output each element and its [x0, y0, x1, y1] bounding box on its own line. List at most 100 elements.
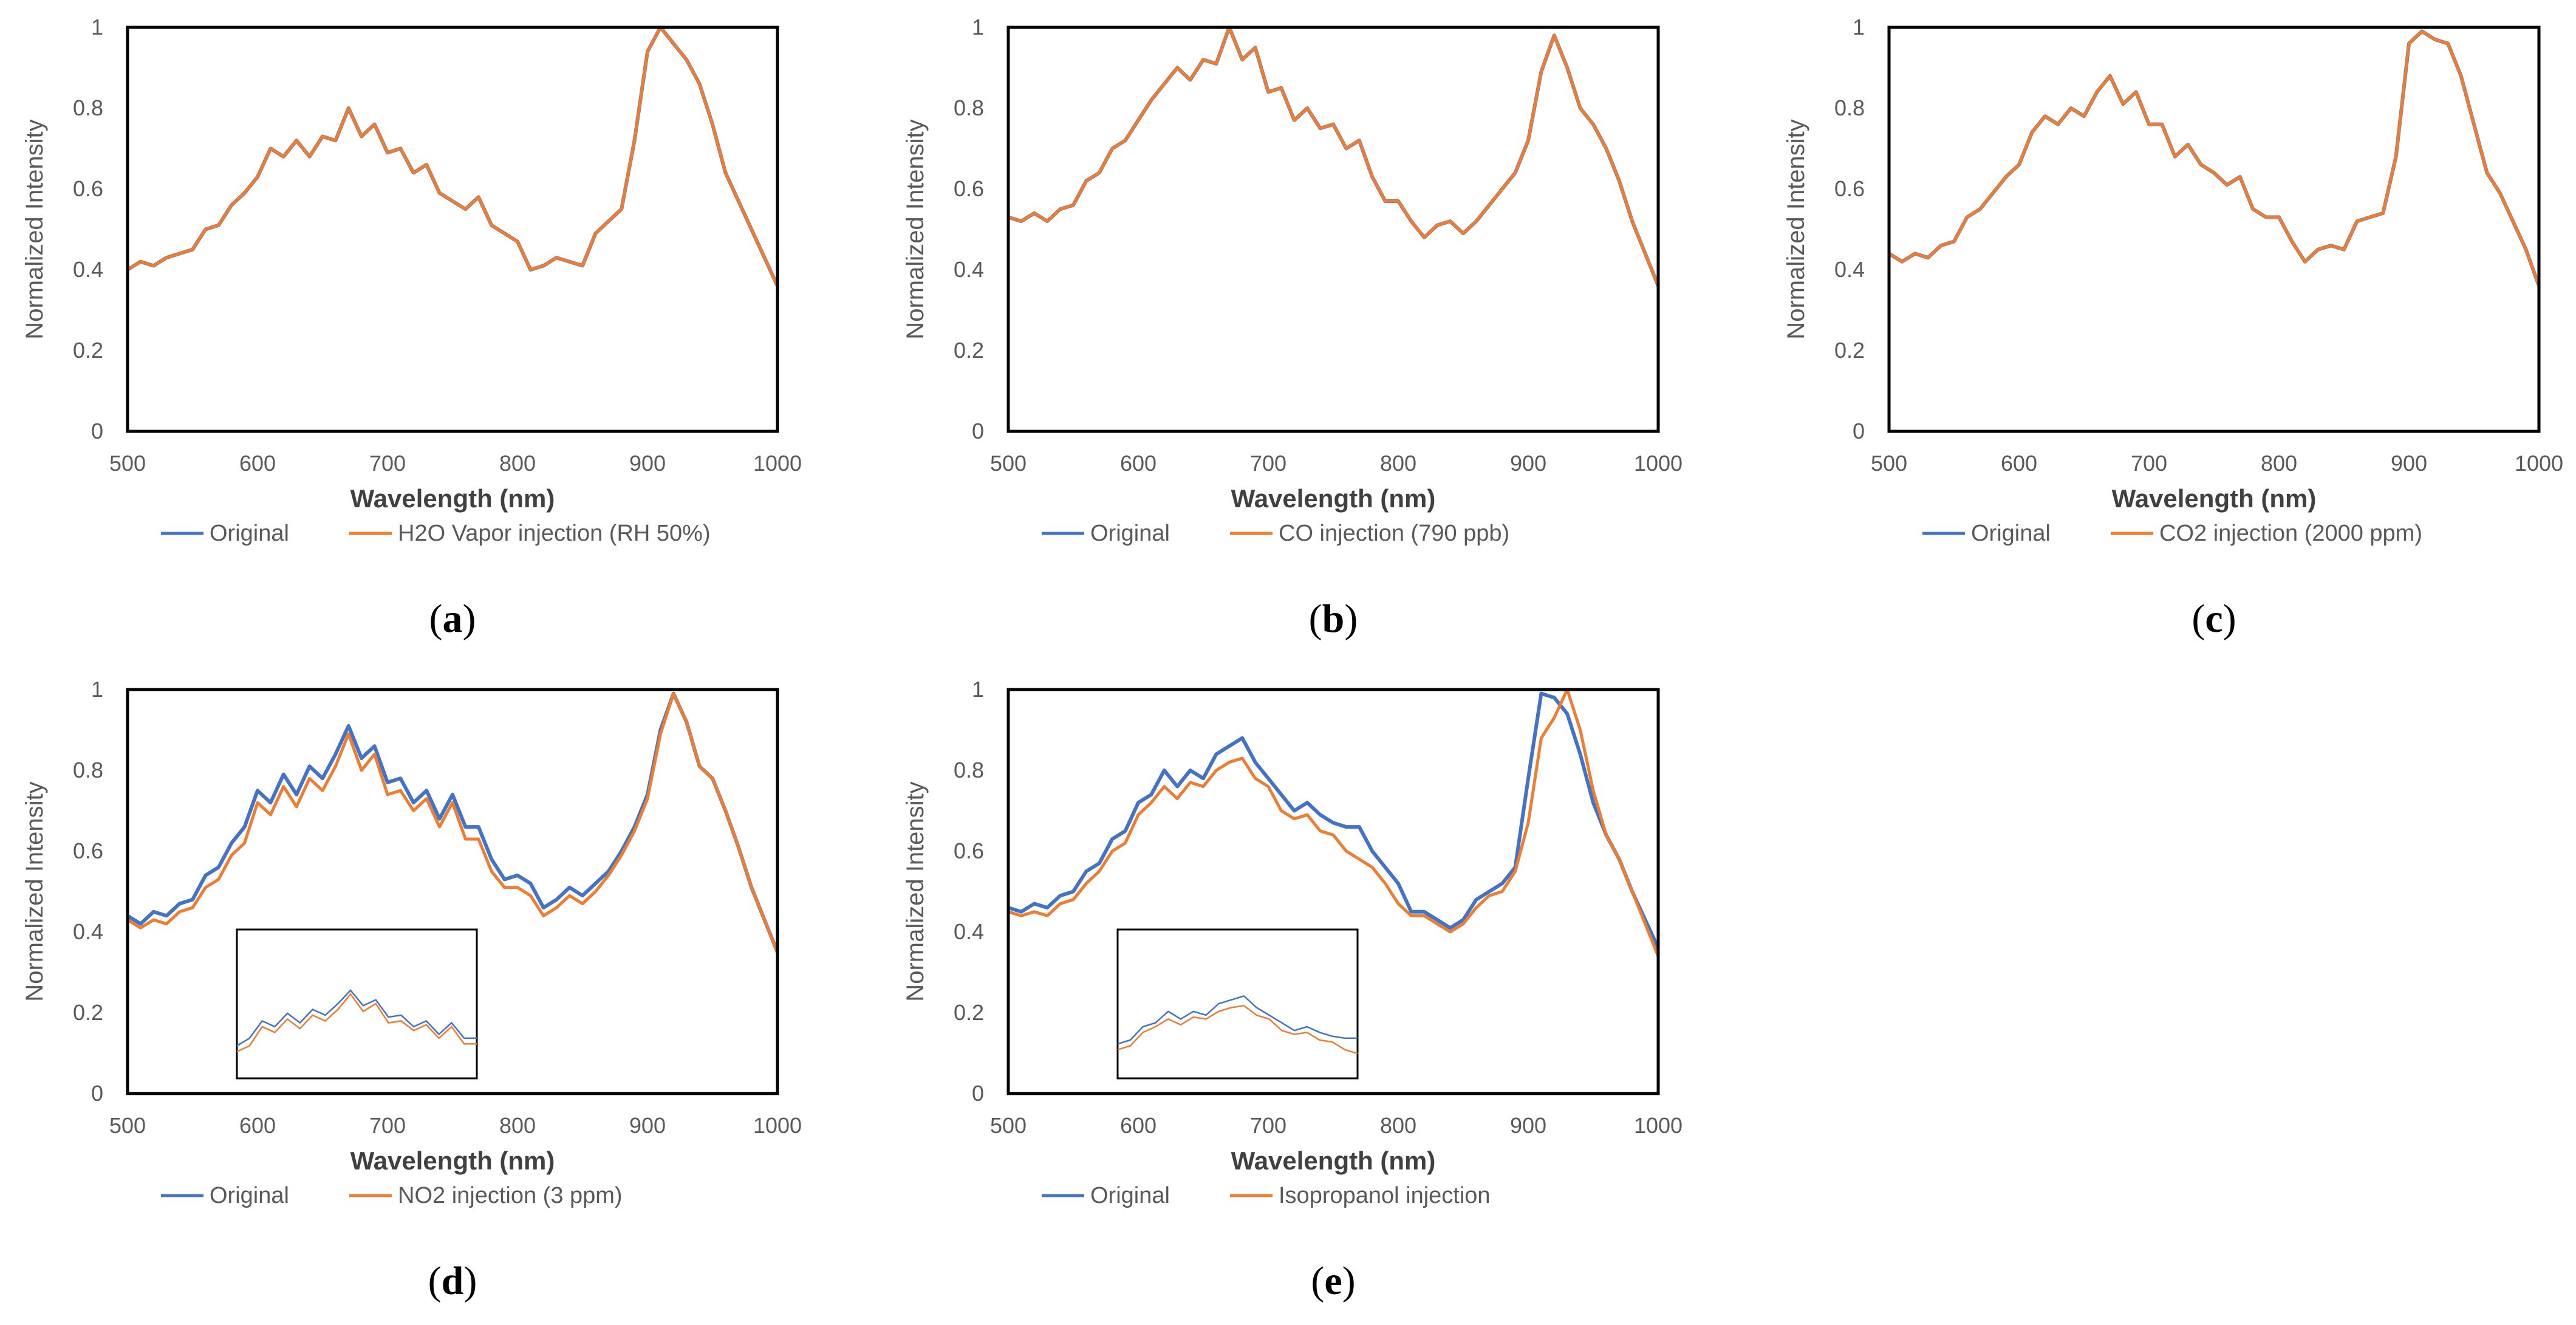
series-line-injection — [126, 692, 779, 953]
legend-label-injection: CO injection (790 ppb) — [1279, 521, 1509, 546]
y-tick-label: 0.2 — [73, 1000, 103, 1025]
plot-frame — [1006, 26, 1660, 433]
x-tick-label: 1000 — [753, 1113, 802, 1138]
chart-panel-a: 0 0.2 0.4 0.6 0.8 1 500 600 700 800 900 1000 Normali… — [21, 15, 802, 641]
x-tick-label: 600 — [239, 451, 276, 476]
x-tick-label: 700 — [1250, 451, 1286, 476]
y-tick-label: 0.4 — [73, 919, 103, 944]
x-tick-label: 1000 — [1634, 1113, 1683, 1138]
inset-line-original — [236, 989, 477, 1047]
inset-line-injection — [1117, 1004, 1358, 1055]
panel-label: (a) — [429, 597, 476, 641]
x-tick-label: 900 — [2391, 451, 2427, 476]
x-tick-label: 900 — [1510, 1113, 1546, 1138]
x-tick-label: 800 — [2261, 451, 2297, 476]
x-tick-label: 700 — [1250, 1113, 1286, 1138]
legend-label-original: Original — [1090, 1183, 1170, 1208]
x-tick-label: 500 — [109, 1113, 146, 1138]
inset-line-injection — [236, 993, 477, 1053]
x-tick-label: 500 — [1871, 451, 1907, 476]
y-tick-label: 0.2 — [954, 1000, 984, 1025]
x-tick-label: 1000 — [2515, 451, 2563, 476]
y-tick-label: 0.6 — [73, 176, 103, 201]
series-line-injection — [1888, 30, 2541, 287]
series-line-injection — [126, 26, 779, 287]
y-tick-label: 1 — [972, 677, 984, 702]
x-tick-label: 1000 — [753, 451, 802, 476]
legend-label-original: Original — [1090, 521, 1170, 546]
x-axis-title: Wavelength (nm) — [350, 484, 555, 513]
legend-label-original: Original — [210, 1183, 289, 1208]
y-tick-label: 0 — [91, 419, 103, 443]
y-tick-label: 0.6 — [1834, 176, 1865, 201]
plot-frame — [1006, 688, 1660, 1095]
inset-line-original — [1117, 995, 1358, 1045]
y-tick-label: 0.6 — [954, 176, 984, 201]
inset-frame — [1116, 928, 1359, 1080]
y-tick-label: 0.2 — [73, 338, 103, 363]
x-tick-label: 600 — [1120, 1113, 1156, 1138]
series-line-original — [1008, 691, 1660, 949]
y-tick-label: 0.6 — [954, 838, 984, 863]
y-tick-label: 0 — [972, 1081, 984, 1106]
legend-label-original: Original — [1971, 521, 2051, 546]
panel-label: (c) — [2192, 597, 2236, 641]
plot-frame — [1887, 26, 2541, 433]
chart-panel-e: 0 0.2 0.4 0.6 0.8 1 500 600 700 800 900 1000 Normali… — [902, 677, 1683, 1303]
y-tick-label: 0.2 — [954, 338, 984, 363]
x-tick-label: 800 — [1380, 1113, 1416, 1138]
legend-label-original: Original — [210, 521, 289, 546]
x-tick-label: 600 — [1120, 451, 1156, 476]
plot-frame — [126, 688, 779, 1095]
x-tick-label: 800 — [499, 451, 536, 476]
y-tick-label: 0 — [91, 1081, 103, 1106]
y-tick-label: 0.8 — [73, 95, 103, 120]
series-line-original — [1008, 26, 1660, 287]
y-tick-label: 0 — [1853, 419, 1865, 443]
chart-panel-d: 0 0.2 0.4 0.6 0.8 1 500 600 700 800 900 1000 Normali… — [21, 677, 802, 1303]
x-tick-label: 700 — [369, 451, 406, 476]
y-axis-title: Normalized Intensity — [902, 781, 929, 1001]
x-tick-label: 500 — [990, 1113, 1027, 1138]
panel-label: (d) — [428, 1259, 477, 1303]
y-tick-label: 1 — [1853, 15, 1865, 39]
y-tick-label: 0.4 — [1834, 257, 1865, 282]
y-axis-title: Normalized Intensity — [21, 781, 48, 1001]
plot-frame — [126, 26, 779, 433]
x-tick-label: 700 — [369, 1113, 406, 1138]
y-tick-label: 0.8 — [1834, 95, 1865, 120]
x-tick-label: 600 — [239, 1113, 276, 1138]
panel-label: (e) — [1311, 1259, 1355, 1303]
chart-panel-b: 0 0.2 0.4 0.6 0.8 1 500 600 700 800 900 1000 Normali… — [902, 15, 1683, 641]
y-tick-label: 1 — [91, 15, 103, 39]
x-tick-label: 600 — [2001, 451, 2037, 476]
x-axis-title: Wavelength (nm) — [1231, 1146, 1436, 1175]
x-tick-label: 1000 — [1634, 451, 1683, 476]
x-tick-label: 900 — [1510, 451, 1546, 476]
x-axis-title: Wavelength (nm) — [2112, 484, 2317, 513]
series-line-original — [126, 26, 779, 287]
y-tick-label: 1 — [972, 15, 984, 39]
y-tick-label: 0.4 — [954, 919, 984, 944]
series-line-original — [1888, 29, 2541, 287]
x-tick-label: 500 — [109, 451, 146, 476]
legend-label-injection: CO2 injection (2000 ppm) — [2159, 521, 2422, 546]
panel-label: (b) — [1309, 597, 1358, 641]
y-tick-label: 0.4 — [73, 257, 103, 282]
x-tick-label: 500 — [990, 451, 1027, 476]
y-tick-label: 0.4 — [954, 257, 984, 282]
legend-label-injection: Isopropanol injection — [1279, 1183, 1491, 1208]
y-tick-label: 0.6 — [73, 838, 103, 863]
x-axis-title: Wavelength (nm) — [1231, 484, 1436, 513]
x-tick-label: 800 — [1380, 451, 1416, 476]
y-axis-title: Normalized Intensity — [1783, 119, 1809, 339]
x-tick-label: 900 — [629, 451, 666, 476]
y-tick-label: 1 — [91, 677, 103, 702]
x-tick-label: 800 — [499, 1113, 536, 1138]
legend-label-injection: H2O Vapor injection (RH 50%) — [398, 521, 711, 546]
chart-panel-c: 0 0.2 0.4 0.6 0.8 1 500 600 700 800 900 1000 Normali… — [1783, 15, 2563, 641]
series-line-injection — [1008, 26, 1660, 287]
y-tick-label: 0.2 — [1834, 338, 1865, 363]
series-line-original — [126, 691, 779, 953]
y-tick-label: 0.8 — [954, 95, 984, 120]
